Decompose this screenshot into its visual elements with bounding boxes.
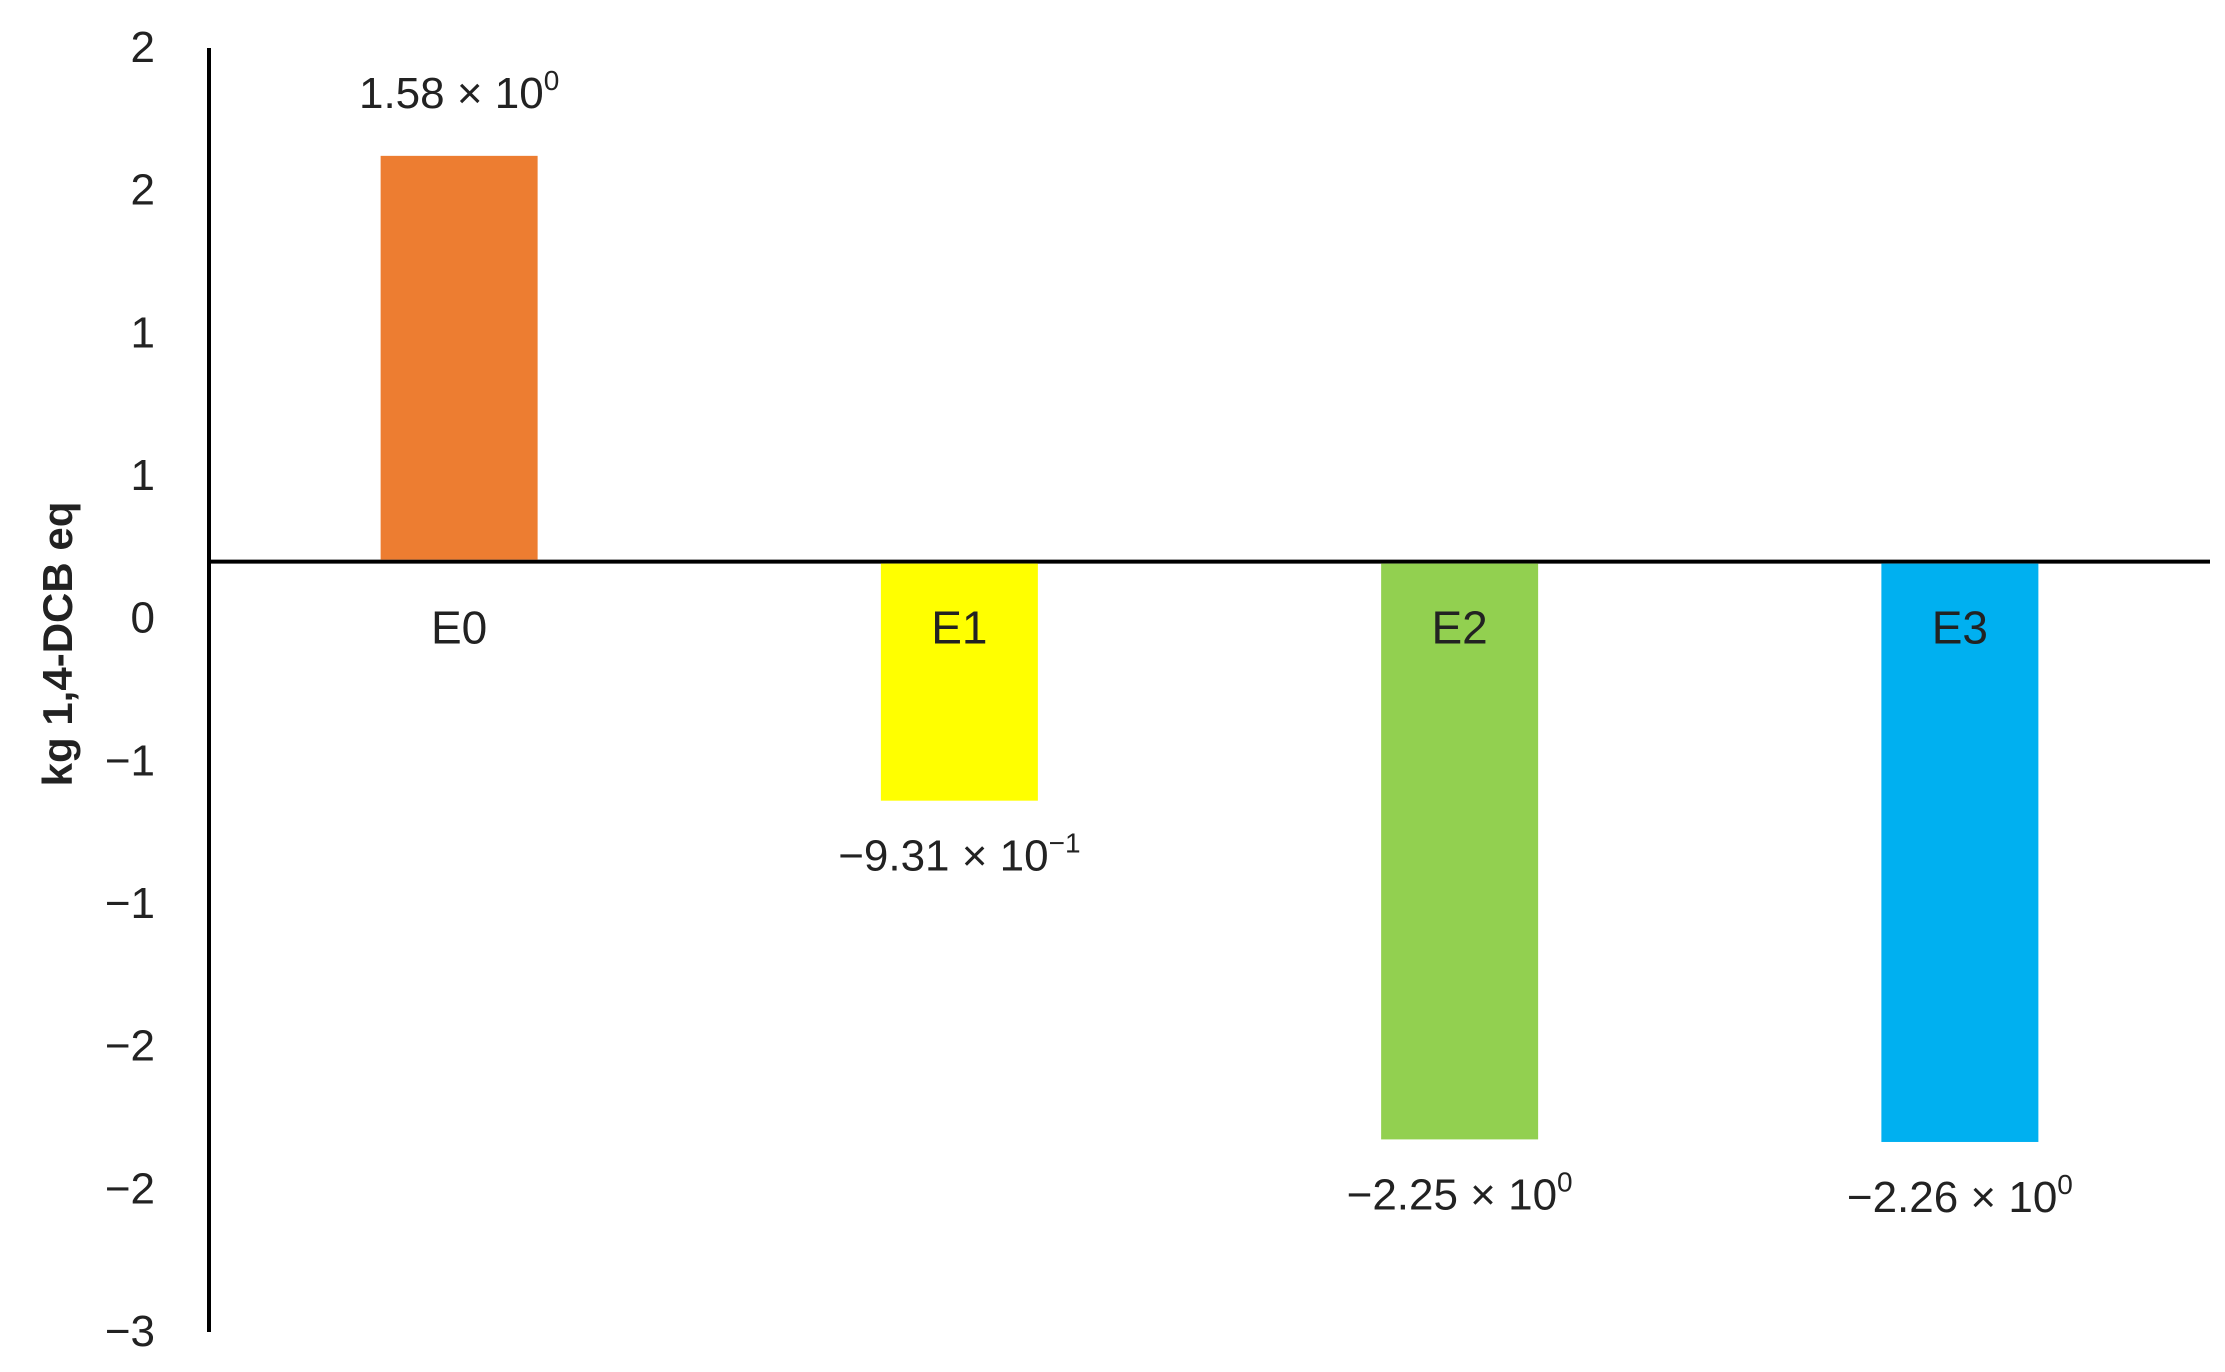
y-tick-label: 2: [131, 23, 155, 72]
y-tick-label: −3: [105, 1307, 155, 1356]
y-tick-label: 0: [131, 594, 155, 643]
bars-layer: [380, 155, 2039, 1142]
bar-e2: [1381, 563, 1539, 1140]
data-label-e2: −2.25 × 100: [1347, 1166, 1573, 1219]
y-tick-label: −2: [105, 1164, 155, 1213]
data-labels: 1.58 × 100 −9.31 × 10−1 −2.25 × 100 −2.26 ×…: [359, 65, 2073, 1222]
data-label-e3: −2.26 × 100: [1847, 1169, 2073, 1222]
category-label-e0: E0: [431, 602, 487, 654]
data-label-e0: 1.58 × 100: [359, 65, 559, 118]
y-tick-label: 1: [131, 308, 155, 357]
category-label-e3: E3: [1932, 602, 1988, 654]
y-tick-label: 2: [131, 166, 155, 215]
category-label-e1: E1: [931, 602, 987, 654]
y-tick-label: 1: [131, 451, 155, 500]
y-tick-label: −1: [105, 879, 155, 928]
category-label-e2: E2: [1431, 602, 1487, 654]
bar-e0: [380, 155, 538, 560]
axes-layer: [207, 48, 2210, 1332]
bar-e3: [1881, 563, 2039, 1142]
data-label-e1: −9.31 × 10−1: [838, 828, 1080, 881]
y-tick-label: −1: [105, 736, 155, 785]
category-labels: E0 E1 E2 E3: [431, 602, 1988, 654]
y-axis-title: kg 1,4-DCB eq: [34, 502, 81, 787]
bar-e1: [880, 563, 1038, 801]
y-tick-label: −2: [105, 1022, 155, 1071]
y-tick-labels: 2 2 1 1 0 −1 −1 −2 −2 −3: [105, 23, 155, 1356]
